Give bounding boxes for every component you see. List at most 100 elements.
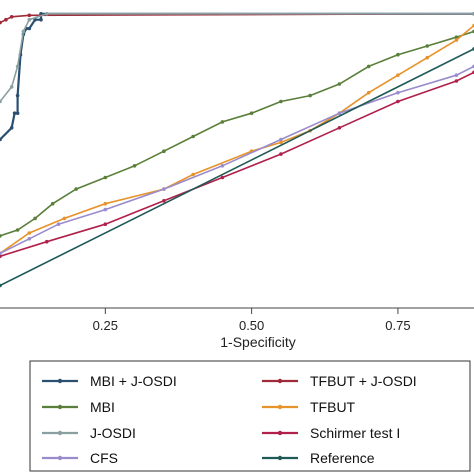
x-tick-label: 0.75 (385, 318, 410, 333)
data-point (62, 216, 67, 221)
legend-label: J-OSDI (90, 425, 136, 441)
data-point (337, 126, 342, 130)
legend-label: Reference (310, 450, 375, 466)
series-line-j-osdi (0, 13, 474, 103)
legend: MBI + J-OSDI TFBUT + J-OSDI MBI TFBUT J-OSDI… (29, 360, 471, 472)
legend-marker (277, 378, 283, 384)
data-point (0, 137, 2, 142)
series-mbi-j-osdi (0, 12, 474, 142)
legend-item-cfs: CFS (42, 450, 118, 466)
data-point (9, 126, 14, 130)
data-point (279, 137, 283, 142)
data-point (103, 222, 108, 226)
data-point (0, 283, 2, 288)
data-point (249, 111, 254, 115)
series-line-cfs (0, 65, 474, 255)
data-point (39, 17, 43, 22)
data-point (103, 207, 108, 212)
data-point (0, 234, 2, 238)
data-point (396, 99, 400, 104)
data-point (191, 172, 195, 177)
data-point (0, 20, 2, 25)
data-point (103, 201, 108, 206)
data-point (454, 35, 459, 39)
data-point (0, 99, 2, 104)
data-point (454, 73, 459, 77)
data-point (45, 12, 49, 16)
data-point (50, 201, 55, 206)
data-point (21, 29, 26, 34)
data-point (27, 237, 32, 241)
legend-item-j-osdi: J-OSDI (42, 425, 136, 441)
series-line-mbi (0, 30, 474, 237)
legend-marker (277, 455, 283, 461)
data-point (15, 111, 20, 115)
data-point (279, 152, 283, 156)
data-point (366, 64, 371, 69)
data-point (12, 111, 17, 115)
data-point (27, 231, 32, 235)
data-point (396, 90, 400, 95)
data-point (27, 17, 32, 22)
legend-label: Schirmer test I (310, 425, 400, 441)
legend-item-tfbut-j-osdi: TFBUT + J-OSDI (262, 373, 417, 389)
data-point (15, 228, 20, 232)
legend-items: MBI + J-OSDI TFBUT + J-OSDI MBI TFBUT J-OSDI… (42, 373, 417, 466)
data-point (0, 251, 2, 256)
data-point (454, 79, 459, 83)
legend-marker (277, 430, 283, 436)
data-point (337, 82, 342, 86)
data-point (162, 199, 166, 203)
series-mbi (0, 29, 474, 238)
data-point (279, 140, 283, 145)
legend-label: MBI (90, 399, 115, 415)
legend-label: CFS (90, 450, 118, 466)
legend-label: TFBUT (310, 399, 356, 415)
legend-item-mbi-j-osdi: MBI + J-OSDI (42, 373, 177, 389)
data-point (0, 254, 2, 259)
data-point (425, 44, 430, 48)
legend-item-reference: Reference (262, 450, 375, 466)
legend-marker (57, 404, 63, 410)
data-point (220, 164, 225, 168)
legend-item-schirmer-test-i: Schirmer test I (262, 425, 400, 441)
data-point (45, 239, 49, 244)
legend-item-mbi: MBI (42, 399, 115, 415)
x-axis-title: 1-Specificity (220, 334, 295, 350)
data-point (27, 26, 32, 31)
data-point (454, 38, 459, 42)
legend-label: MBI + J-OSDI (90, 373, 177, 389)
series-cfs (0, 64, 474, 256)
series-j-osdi (0, 12, 474, 104)
data-point (103, 175, 108, 180)
x-tick-label: 0.25 (93, 318, 118, 333)
data-point (15, 93, 20, 98)
data-point (396, 73, 400, 77)
data-point (15, 64, 20, 69)
data-point (162, 187, 166, 191)
data-point (220, 175, 225, 180)
series-line-mbi-j-osdi (0, 12, 474, 141)
data-point (279, 99, 283, 104)
legend-item-tfbut: TFBUT (262, 399, 356, 415)
data-point (132, 164, 137, 168)
series-line-tfbut (0, 24, 474, 255)
series-line-tfbut-j-osdi (0, 13, 474, 24)
data-point (337, 111, 342, 115)
data-point (56, 222, 61, 226)
series-line-reference (0, 48, 474, 287)
series-reference (0, 47, 474, 288)
data-point (425, 55, 430, 60)
data-point (191, 134, 195, 139)
legend-label: TFBUT + J-OSDI (310, 373, 417, 389)
series-schirmer-test-i (0, 70, 474, 259)
data-point (308, 93, 312, 98)
data-point (33, 216, 37, 221)
x-tick-label: 0.50 (239, 318, 264, 333)
x-tick-layer: 0.25 0.50 0.75 (93, 308, 411, 333)
data-point (220, 120, 225, 124)
data-point (9, 85, 14, 89)
data-point (162, 149, 166, 153)
legend-marker (57, 378, 63, 384)
